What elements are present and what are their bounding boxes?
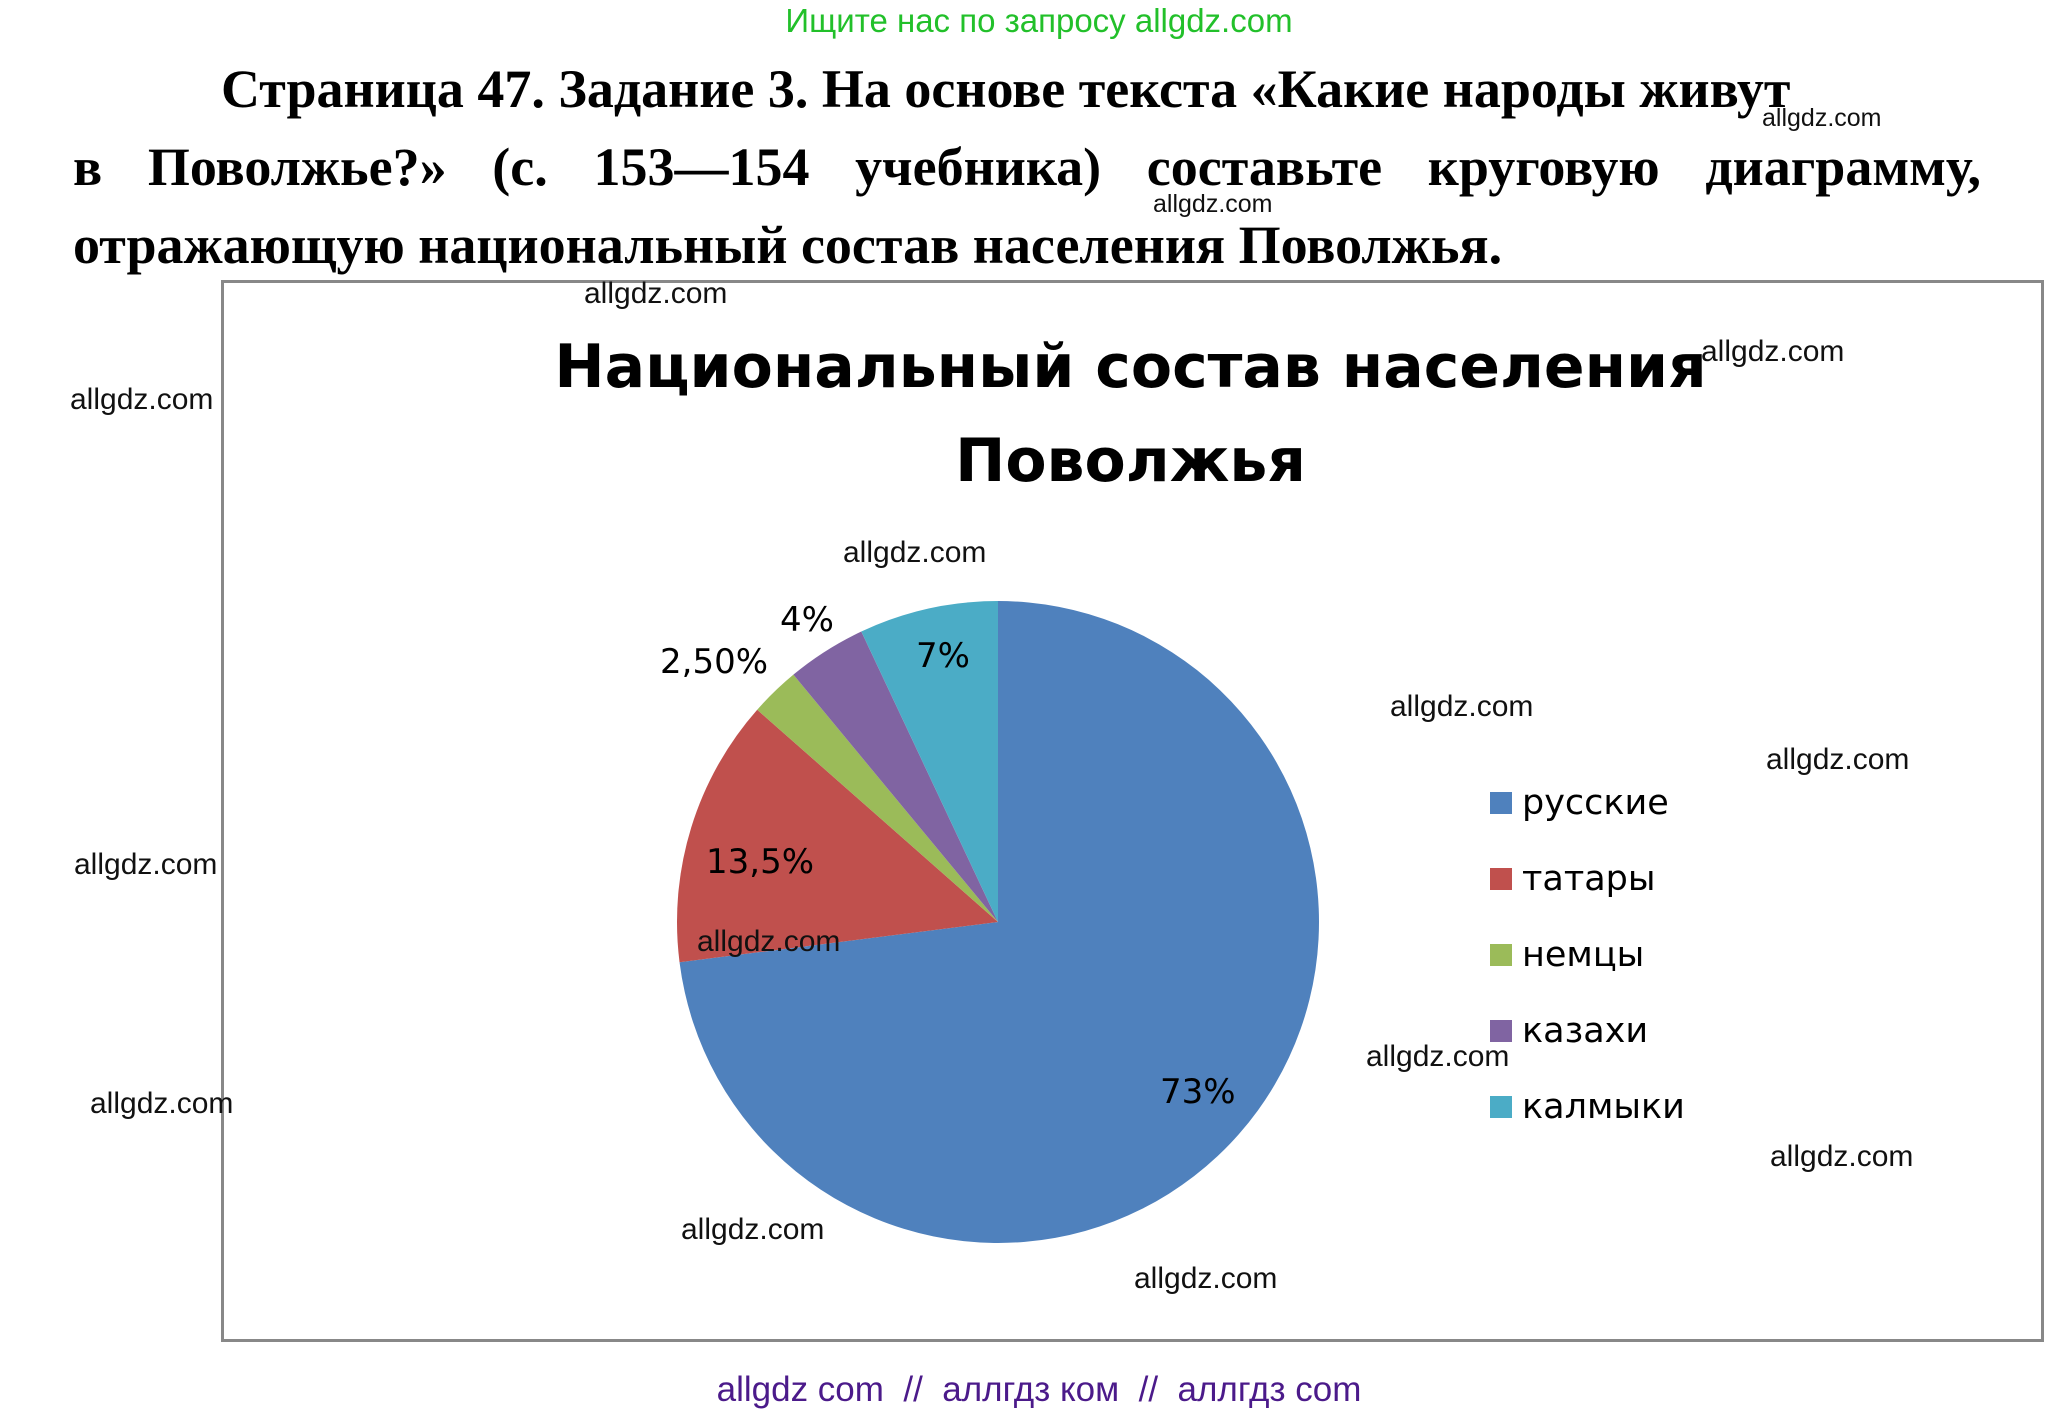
legend-label: калмыки	[1522, 1087, 1685, 1127]
legend-swatch	[1490, 868, 1512, 890]
heading-line-3: отражающую национальный состав населения…	[73, 215, 1503, 275]
watermark-text: allgdz.com	[1766, 743, 1910, 776]
pie-slice-3	[793, 631, 998, 922]
legend-item: казахи	[1490, 993, 1685, 1069]
data-label-2: 2,50%	[660, 642, 769, 682]
data-label-3: 4%	[780, 600, 834, 640]
data-label-4: 7%	[916, 636, 970, 676]
legend-item: калмыки	[1490, 1069, 1685, 1145]
watermark-text: allgdz.com	[1134, 1262, 1278, 1295]
data-label-0: 73%	[1160, 1072, 1236, 1112]
watermark-text: allgdz.com	[681, 1213, 825, 1246]
task-heading: Страница 47. Задание 3. На основе текста…	[73, 50, 1981, 284]
legend-label: казахи	[1522, 1011, 1649, 1051]
legend-label: немцы	[1522, 935, 1645, 975]
legend-swatch	[1490, 1020, 1512, 1042]
watermark-text: allgdz.com	[70, 383, 214, 416]
pie-chart	[677, 601, 1319, 1243]
legend-label: татары	[1522, 859, 1656, 899]
watermark-text: allgdz.com	[1701, 335, 1845, 368]
watermark-text: allgdz.com	[74, 848, 218, 881]
heading-line-2: в Поволжье?» (с. 153—154 учебника) соста…	[73, 137, 1981, 197]
pie-slice-4	[861, 601, 998, 922]
legend-item: татары	[1490, 841, 1685, 917]
chart-legend: русские татары немцы казахи калмыки	[1490, 765, 1685, 1145]
watermark-text: allgdz.com	[584, 277, 728, 310]
legend-label: русские	[1522, 783, 1669, 823]
watermark-text: allgdz.com	[1153, 190, 1273, 218]
data-label-1: 13,5%	[706, 842, 815, 882]
heading-line-1: Страница 47. Задание 3. На основе текста…	[221, 59, 1791, 119]
chart-frame	[221, 280, 2044, 1342]
watermark-text: allgdz.com	[90, 1087, 234, 1120]
pie-slice-2	[757, 674, 998, 922]
chart-title-line-2: Поволжья	[955, 426, 1306, 496]
pie-slice-0	[679, 601, 1319, 1243]
chart-title: Национальный состав населения Поволжья	[222, 320, 2039, 508]
watermark-text: allgdz.com	[843, 536, 987, 569]
chart-title-line-1: Национальный состав населения	[554, 332, 1707, 402]
watermark-text: allgdz.com	[1390, 690, 1534, 723]
pie-slice-1	[677, 709, 998, 963]
watermark-text: allgdz.com	[1762, 104, 1882, 132]
legend-item: русские	[1490, 765, 1685, 841]
legend-item: немцы	[1490, 917, 1685, 993]
legend-swatch	[1490, 944, 1512, 966]
footer-watermark: allgdz com // аллгдз ком // аллгдз com	[716, 1370, 1362, 1409]
watermark-text: allgdz.com	[1770, 1140, 1914, 1173]
legend-swatch	[1490, 1096, 1512, 1118]
watermark-text: allgdz.com	[697, 925, 841, 958]
legend-swatch	[1490, 792, 1512, 814]
watermark-text: allgdz.com	[1366, 1040, 1510, 1073]
promo-banner: Ищите нас по запросу allgdz.com	[785, 2, 1293, 39]
